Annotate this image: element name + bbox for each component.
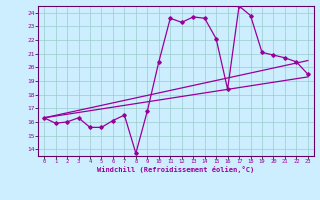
X-axis label: Windchill (Refroidissement éolien,°C): Windchill (Refroidissement éolien,°C)	[97, 166, 255, 173]
